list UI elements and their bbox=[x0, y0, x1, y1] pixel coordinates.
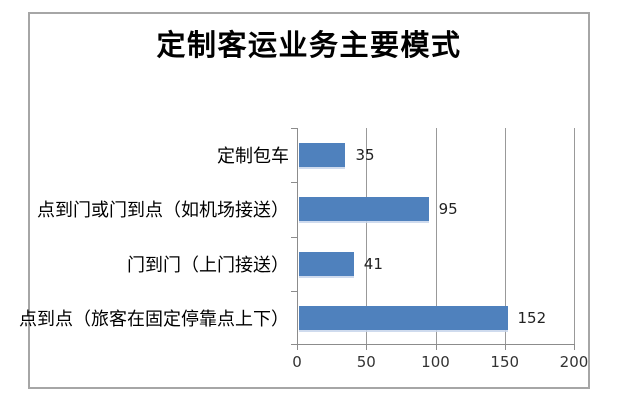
gridline-x-200 bbox=[574, 128, 575, 345]
value-axis-line bbox=[297, 344, 575, 345]
gridline-x-150 bbox=[504, 128, 506, 345]
value-axis-tick-label-100: 100 bbox=[421, 353, 450, 371]
category-axis-tick bbox=[291, 237, 297, 238]
category-label-0: 定制包车 bbox=[217, 146, 289, 167]
chart-frame: 定制客运业务主要模式 0 50 100 150 200 35 定制包车 95 点到门或门到点（如… bbox=[19, 12, 590, 389]
bar-value-label-2: 41 bbox=[363, 254, 383, 273]
bar-1 bbox=[299, 197, 429, 222]
value-axis-tick-label-200: 200 bbox=[559, 353, 589, 371]
category-axis-tick bbox=[291, 182, 297, 183]
category-label-3: 点到点（旅客在固定停靠点上下） bbox=[19, 308, 289, 329]
value-axis-tick-150 bbox=[504, 345, 506, 350]
gridline-x-50 bbox=[366, 128, 368, 345]
category-axis-tick bbox=[291, 344, 297, 345]
chart-title: 定制客运业务主要模式 bbox=[156, 30, 462, 62]
category-axis-line bbox=[297, 128, 298, 345]
value-axis-tick-200 bbox=[574, 345, 575, 350]
category-axis-tick bbox=[291, 291, 297, 292]
plot-area: 0 50 100 150 200 35 定制包车 95 点到门或门到点（如机场接送） 41 门到门（… bbox=[19, 128, 588, 371]
bar-value-label-1: 95 bbox=[438, 200, 458, 219]
value-axis-tick-0 bbox=[297, 345, 298, 350]
category-label-1: 点到门或门到点（如机场接送） bbox=[37, 200, 289, 221]
bar-value-label-3: 152 bbox=[517, 308, 547, 327]
bar-2 bbox=[299, 251, 354, 276]
category-axis-tick bbox=[291, 128, 297, 129]
value-axis-tick-label-50: 50 bbox=[356, 353, 376, 371]
value-axis-tick-label-0: 0 bbox=[292, 353, 302, 371]
bar-value-label-0: 35 bbox=[355, 146, 375, 165]
gridline-x-100 bbox=[435, 128, 437, 345]
bar-0 bbox=[299, 143, 346, 168]
value-axis-tick-100 bbox=[435, 345, 437, 350]
value-axis-tick-50 bbox=[366, 345, 368, 350]
bar-3 bbox=[299, 305, 508, 330]
category-label-2: 门到门（上门接送） bbox=[127, 254, 289, 275]
value-axis-tick-label-150: 150 bbox=[490, 353, 520, 371]
